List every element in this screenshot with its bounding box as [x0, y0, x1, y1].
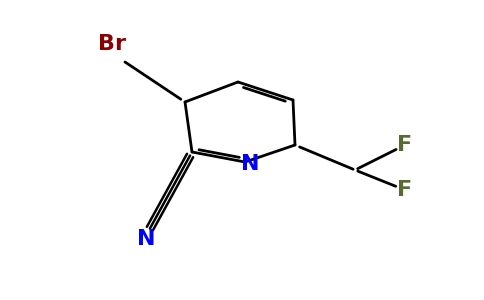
- Text: Br: Br: [98, 34, 126, 54]
- Text: F: F: [397, 180, 412, 200]
- Text: N: N: [241, 154, 259, 174]
- Text: F: F: [397, 135, 412, 155]
- Text: N: N: [137, 229, 155, 249]
